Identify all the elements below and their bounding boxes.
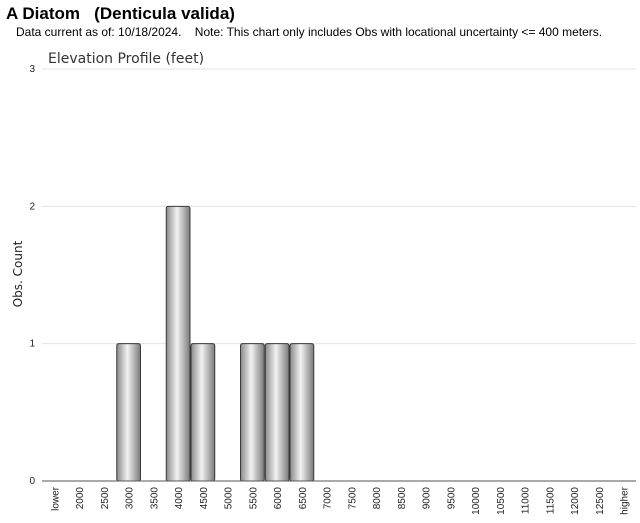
x-tick-label: 10000 bbox=[471, 487, 482, 515]
x-tick-label: 9500 bbox=[446, 487, 457, 510]
bar bbox=[264, 343, 290, 482]
x-tick-label: 8500 bbox=[397, 487, 408, 510]
species-common-name: A Diatom bbox=[6, 4, 80, 23]
y-tick-label: 2 bbox=[29, 201, 35, 212]
y-axis-label: Obs. Count bbox=[11, 240, 25, 307]
x-tick-label: 4000 bbox=[174, 487, 185, 510]
bars bbox=[116, 205, 315, 482]
grid-lines bbox=[42, 68, 636, 345]
x-tick-label: 7000 bbox=[323, 487, 334, 510]
x-tick-label: 10500 bbox=[496, 487, 507, 515]
x-tick-label: 11000 bbox=[521, 487, 532, 515]
data-note: Data current as of: 10/18/2024. Note: Th… bbox=[16, 25, 602, 40]
x-tick-label: 4500 bbox=[199, 487, 210, 510]
x-tick-labels: lower 2000 2500 3000 3500 4000 4500 5000 5500 600… bbox=[50, 486, 630, 514]
y-tick-labels: 0 1 2 3 bbox=[29, 64, 35, 487]
page-title: A Diatom (Denticula valida) bbox=[6, 4, 235, 24]
x-tick-label: 3500 bbox=[149, 487, 160, 510]
x-tick-label: 5000 bbox=[224, 487, 235, 510]
x-tick-label: 8000 bbox=[372, 487, 383, 510]
x-tick-label: higher bbox=[620, 486, 631, 514]
x-tick-label: 5500 bbox=[248, 487, 259, 510]
x-tick-label: 2500 bbox=[100, 487, 111, 510]
data-current-text: Data current as of: 10/18/2024. bbox=[16, 25, 182, 39]
y-tick-label: 1 bbox=[29, 339, 35, 350]
x-tick-label: 7500 bbox=[347, 487, 358, 510]
x-tick-label: 6000 bbox=[273, 487, 284, 510]
bar bbox=[190, 343, 216, 482]
x-tick-label: lower bbox=[50, 486, 61, 511]
bar bbox=[240, 343, 265, 482]
x-tick-label: 12500 bbox=[595, 487, 606, 515]
x-tick-label: 9000 bbox=[422, 487, 433, 510]
bar bbox=[289, 343, 315, 482]
bar bbox=[165, 205, 191, 482]
x-tick-label: 6500 bbox=[298, 487, 309, 510]
y-tick-label: 0 bbox=[29, 476, 35, 487]
uncertainty-note: Note: This chart only includes Obs with … bbox=[194, 25, 603, 39]
species-scientific-name: (Denticula valida) bbox=[94, 4, 235, 23]
y-tick-label: 3 bbox=[29, 64, 35, 75]
x-tick-label: 11500 bbox=[545, 487, 556, 515]
x-tick-label: 2000 bbox=[75, 487, 86, 510]
x-tick-label: 3000 bbox=[125, 487, 136, 510]
bar bbox=[116, 343, 141, 482]
x-tick-label: 12000 bbox=[570, 487, 581, 515]
chart-title: Elevation Profile (feet) bbox=[48, 51, 204, 67]
